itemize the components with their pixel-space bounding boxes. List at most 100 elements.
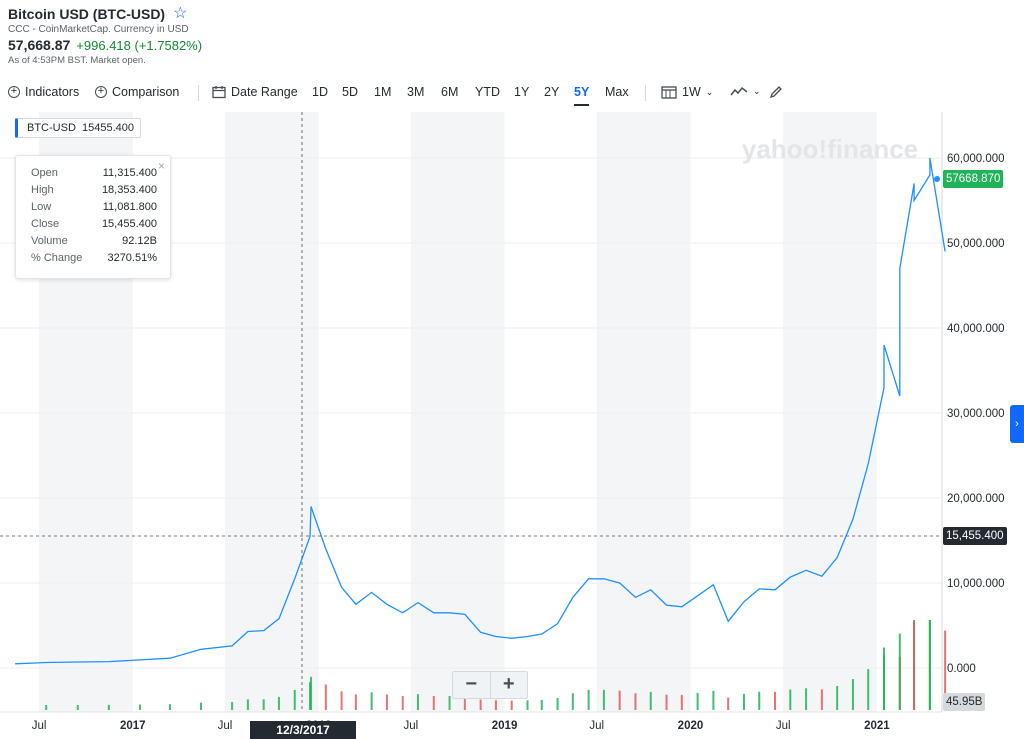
comparison-button[interactable]: + Comparison [95,85,179,99]
volume-bar [370,692,373,710]
tooltip-row-open: Open 11,315.400 [31,167,157,179]
x-tick-label: 2019 [492,720,518,732]
y-tick-label: 10,000.000 [947,578,1005,590]
indicators-label: Indicators [25,85,80,99]
toolbar-divider [198,85,199,101]
tooltip-value: 11,315.400 [102,167,157,179]
y-tick-label: 40,000.000 [947,323,1005,335]
volume-bar [168,704,171,710]
interval-label: 1W [682,85,701,99]
volume-bar [774,691,777,710]
x-tick-label: Jul [589,720,604,732]
watermark-logo: yahoo!finance [742,134,918,164]
volume-bar [324,684,327,710]
zoom-in-button[interactable]: + [489,672,528,698]
interval-dropdown[interactable]: 1W ⌄ [661,85,713,99]
zoom-controls: − + [452,671,528,699]
chart-type-dropdown[interactable]: ⌄ [730,85,761,97]
volume-bar [727,697,730,710]
x-tick-label: 2021 [864,720,890,732]
plus-circle-icon: + [8,86,20,98]
volume-bar [76,704,79,710]
expand-panel-button[interactable]: › [1010,405,1024,443]
period-band [596,112,691,712]
volume-bar [479,699,482,710]
draw-button[interactable] [769,85,783,99]
quote-header: Bitcoin USD (BTC-USD) ☆ CCC - CoinMarket… [8,5,203,67]
range-1y[interactable]: 1Y [514,85,530,99]
range-5y[interactable]: 5Y [574,85,590,106]
tooltip-label: Low [31,201,52,213]
x-tick-label: Jul [32,720,47,732]
volume-bar [805,688,808,710]
watchlist-star-icon[interactable]: ☆ [173,5,188,22]
volume-bars [45,620,947,710]
volume-bar [851,679,854,710]
plus-circle-icon: + [95,86,107,98]
volume-bar [571,693,574,710]
range-1d[interactable]: 1D [312,85,328,99]
zoom-out-button[interactable]: − [465,673,478,695]
range-max[interactable]: Max [605,85,629,99]
volume-bar [310,676,313,710]
x-axis-labels: Jul2017Jul2018Jul2019Jul2020Jul2021 [32,720,891,732]
tooltip-label: Volume [31,235,68,247]
volume-bar [510,700,513,710]
calendar-icon [212,86,226,99]
x-tick-label: Jul [776,720,791,732]
volume-bar [354,694,357,710]
period-band [224,112,319,712]
tooltip-label: High [31,184,54,196]
volume-bar [556,698,559,710]
price-chart[interactable]: yahoo!finance 60,000.000 50,000.000 40,000… [0,112,1024,739]
line-chart-icon [730,86,748,96]
symbol-badge[interactable]: BTC-USD 15455.400 [15,118,142,138]
range-3m[interactable]: 3M [407,85,425,99]
close-icon[interactable]: × [157,159,165,173]
tooltip-label: Open [31,167,58,179]
volume-bar [432,696,435,710]
date-range-button[interactable]: Date Range [212,85,298,99]
last-price-tag: 57668.870 [943,170,1004,188]
period-band [783,112,877,712]
volume-bar [526,700,529,710]
quote-title: Bitcoin USD (BTC-USD) [8,6,166,22]
x-tick-label: 2017 [120,720,146,732]
volume-bar [587,689,590,710]
symbol-badge-symbol: BTC-USD [27,122,76,134]
y-tick-label: 20,000.000 [947,493,1005,505]
tooltip-row-high: High 18,353.400 [31,184,157,196]
y-tick-label: 30,000.000 [947,408,1005,420]
tooltip-value: 3270.51% [107,252,157,264]
quote-change: +996.418 (+1.7582%) [76,38,203,53]
range-5d[interactable]: 5D [342,85,358,99]
tooltip-row-close: Close 15,455.400 [31,218,157,230]
range-2y[interactable]: 2Y [544,85,560,99]
x-tick-label: 2020 [678,720,704,732]
volume-bar [696,692,699,710]
symbol-badge-value: 15455.400 [82,122,135,134]
crosshair-date-tag: 12/3/2017 [250,721,356,739]
quote-source: CCC - CoinMarketCap. Currency in USD [8,24,189,35]
volume-bar [944,630,947,710]
volume-bar [448,696,451,710]
y-tick-label: 50,000.000 [947,238,1005,250]
volume-bar [665,694,668,710]
range-ytd[interactable]: YTD [475,85,500,99]
volume-bar [494,700,497,710]
range-1m[interactable]: 1M [374,85,392,99]
volume-bar [836,686,839,710]
grid-lines [0,157,942,669]
indicators-button[interactable]: + Indicators [8,85,79,99]
x-tick-label: Jul [218,720,233,732]
range-6m[interactable]: 6M [441,85,459,99]
comparison-label: Comparison [112,85,180,99]
volume-bar [340,691,343,710]
volume-bar [898,633,901,710]
volume-bar [401,696,404,710]
volume-bar [742,694,745,710]
y-tick-label: 60,000.000 [947,153,1005,165]
volume-bar [385,694,388,710]
quote-price: 57,668.87 [8,37,71,53]
volume-bar [416,694,419,710]
